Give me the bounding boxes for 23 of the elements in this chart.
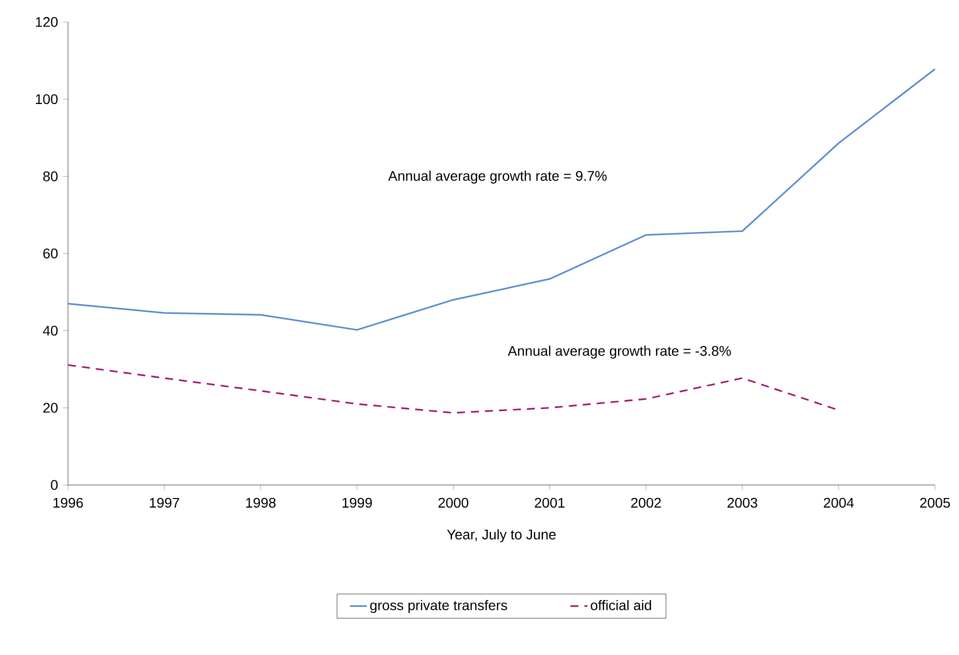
x-tick-label: 2000	[438, 498, 468, 508]
y-tick-label: 20	[43, 402, 58, 413]
y-tick-label: 80	[43, 171, 58, 182]
x-tick-label: 1997	[150, 498, 180, 508]
x-tick-label: 2002	[631, 498, 661, 508]
y-tick-label: 100	[36, 94, 58, 104]
x-axis-title: Year, July to June	[447, 529, 556, 542]
x-tick-label: 1996	[54, 498, 83, 508]
x-tick-label: 2005	[920, 498, 950, 508]
x-tick-label: 2004	[824, 498, 854, 508]
x-tick-label: 1998	[246, 498, 276, 508]
y-tick-label: 120	[36, 17, 58, 27]
annotation: Annual average growth rate = -3.8%	[508, 346, 731, 359]
x-tick-label: 2001	[534, 498, 564, 508]
x-tick-label: 2003	[728, 498, 758, 508]
y-tick-label: 40	[42, 326, 58, 336]
legend-label: gross private transfers	[370, 600, 508, 613]
annotation: Annual average growth rate = 9.7%	[388, 170, 607, 184]
x-tick-label: 1999	[342, 498, 372, 508]
line-series	[67, 68, 936, 331]
y-tick-label: 0	[50, 480, 58, 490]
y-tick-label: 60	[43, 248, 58, 258]
legend-label: official aid	[590, 600, 652, 610]
